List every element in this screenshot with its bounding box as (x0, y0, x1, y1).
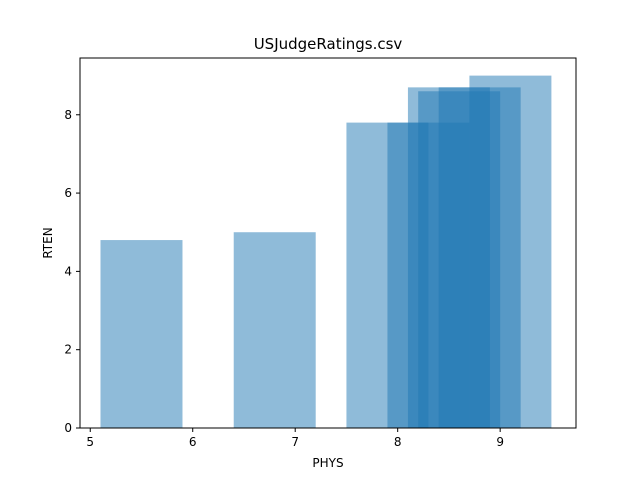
x-tick-label: 7 (291, 435, 299, 449)
y-tick-label: 8 (64, 108, 72, 122)
y-ticks: 0 2 4 6 8 (64, 108, 80, 435)
x-tick-label: 8 (394, 435, 402, 449)
x-ticks: 5 6 7 8 9 (86, 428, 504, 449)
y-tick-label: 4 (64, 264, 72, 278)
y-tick-label: 6 (64, 186, 72, 200)
plot-frame (79, 57, 577, 429)
bar-0 (100, 240, 183, 428)
bars-group (100, 75, 552, 428)
y-tick-label: 0 (64, 421, 72, 435)
x-tick-label: 5 (86, 435, 94, 449)
chart-title: USJudgeRatings.csv (254, 35, 403, 53)
y-axis-label: RTEN (41, 227, 55, 258)
y-tick-label: 2 (64, 343, 72, 357)
x-axis-label: PHYS (312, 456, 343, 470)
bar-7 (469, 75, 552, 428)
bar-1 (233, 232, 316, 428)
x-tick-label: 9 (496, 435, 504, 449)
x-tick-label: 6 (189, 435, 197, 449)
